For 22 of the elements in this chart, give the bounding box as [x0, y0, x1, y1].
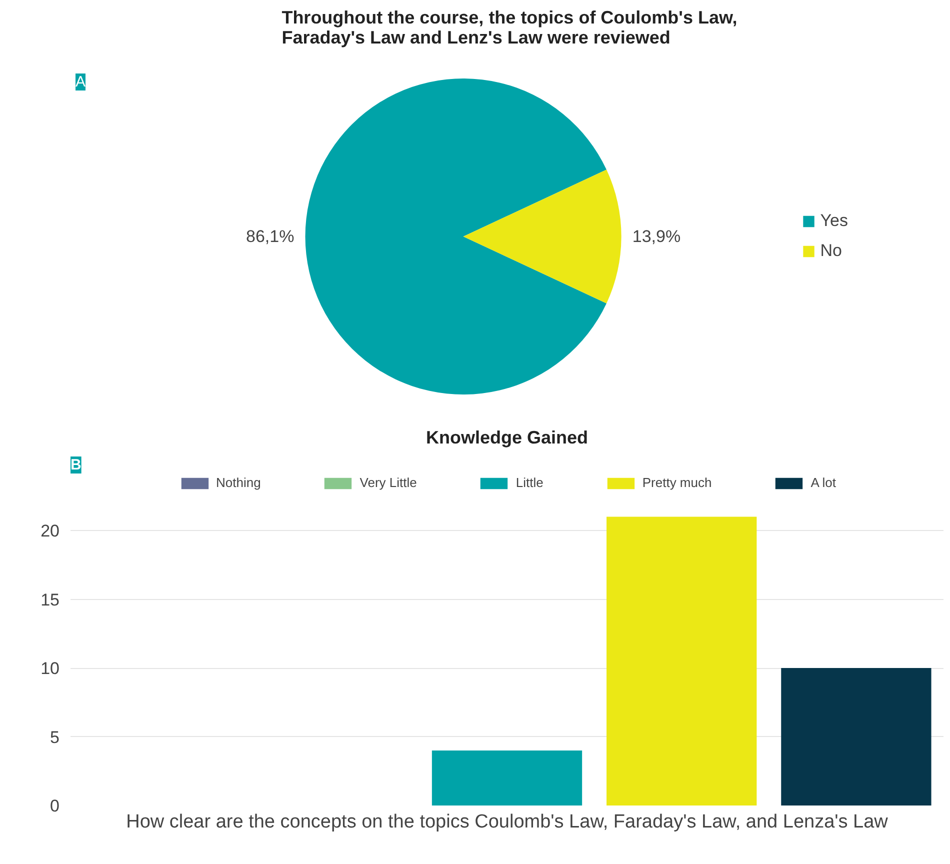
- text: B: [70, 456, 82, 474]
- legend-label: Nothing: [216, 475, 261, 490]
- chart-title: Throughout the course, the topics of Coulomb's Law, Faraday's Law and Lenz's Law were reviewed: [282, 8, 738, 48]
- legend-label: Pretty much: [642, 475, 712, 490]
- legend-label: Little: [516, 475, 544, 490]
- data-label: 86,1%: [246, 227, 294, 246]
- y-tick-label: 20: [40, 522, 60, 540]
- y-tick-label: 0: [50, 796, 60, 816]
- bar: [606, 516, 757, 806]
- x-axis-title: How clear are the concepts on the topics Coulomb's Law, Faraday's Law, and Lenza's Law: [126, 812, 888, 832]
- bar: [432, 750, 582, 806]
- y-tick-label: 15: [40, 590, 60, 610]
- chart-title: Knowledge Gained: [426, 428, 588, 448]
- legend-label: Yes: [820, 211, 848, 231]
- y-tick-label: 5: [50, 728, 60, 747]
- legend-label: No: [820, 241, 842, 261]
- legend-label: Very Little: [360, 475, 417, 490]
- text: A: [76, 74, 86, 90]
- data-label: 13,9%: [632, 227, 681, 246]
- bar: [781, 668, 932, 806]
- y-tick-label: 10: [40, 659, 60, 678]
- legend-label: A lot: [810, 475, 836, 490]
